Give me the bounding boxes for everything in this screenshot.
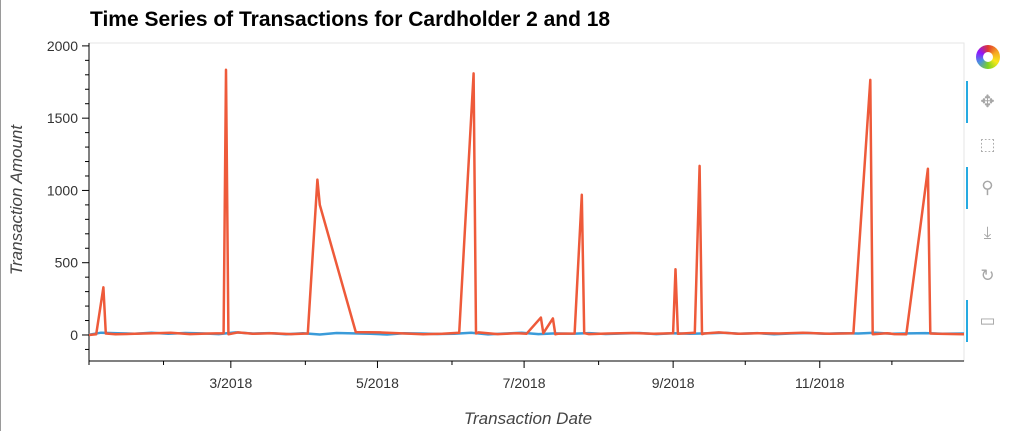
y-axis-ticks: 0 500 1000 1500 2000 [47,38,89,350]
bokeh-logo[interactable] [966,42,1009,69]
chart-toolbar: ✥ ⬚ ⚲ ⤓ ↻ ▭ [966,40,1009,342]
save-icon: ⤓ [983,223,992,243]
plot-frame [88,42,965,362]
y-tick-label: 500 [55,255,79,271]
x-tick-label: 3/2018 [209,375,252,391]
reset-icon: ↻ [980,266,995,286]
hover-tool[interactable]: ▭ [966,300,1009,342]
pan-tool[interactable]: ✥ [966,81,1009,123]
reset-tool[interactable]: ↻ [966,263,1009,289]
x-axis-ticks: 3/2018 5/2018 7/2018 9/2018 11/2018 [88,361,893,391]
save-tool[interactable]: ⤓ [966,220,1009,246]
x-tick-label: 11/2018 [795,375,845,391]
series-line-2[interactable] [88,68,965,337]
x-tick-label: 9/2018 [652,375,695,391]
box-zoom-icon: ⬚ [979,135,996,155]
y-tick-label: 0 [70,327,78,343]
y-tick-label: 1000 [47,182,78,198]
window-edge [0,0,1,431]
wheel-zoom-tool[interactable]: ⚲ [966,167,1009,209]
y-axis-label: Transaction Amount [7,124,26,276]
x-tick-label: 7/2018 [503,375,546,391]
bokeh-logo-icon [976,45,1000,69]
pan-icon: ✥ [980,92,995,112]
y-tick-label: 2000 [47,38,78,54]
wheel-zoom-icon: ⚲ [981,178,994,198]
y-tick-label: 1500 [47,110,78,126]
x-tick-label: 5/2018 [356,375,399,391]
box-zoom-tool[interactable]: ⬚ [966,132,1009,158]
x-axis-label: Transaction Date [464,409,592,428]
chart-title: Time Series of Transactions for Cardhold… [90,8,611,31]
hover-icon: ▭ [979,311,996,331]
series-layer [88,68,965,337]
